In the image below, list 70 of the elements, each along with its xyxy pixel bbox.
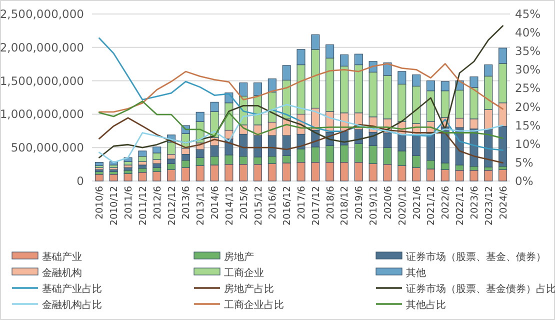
y-tick-label: 500,000,000 [10,140,84,155]
bar [124,173,132,182]
x-tick-label: 2021/12 [426,186,438,226]
y2-tick-label: 30% [515,62,541,77]
y2-tick-label: 0% [515,174,534,188]
x-tick-label: 2019/12 [368,186,380,226]
y2-tick-label: 5% [515,155,534,170]
legend-label: 房地产占比 [224,283,274,295]
x-tick-label: 2020/12 [397,186,408,226]
bar [94,162,104,166]
y2-tick-label: 15% [515,118,541,132]
bar [498,169,508,182]
bar [470,170,478,182]
line-series [98,104,504,164]
legend-label: 其他 [406,267,426,279]
x-tick-label: 2011/6 [124,186,135,220]
legend-label: 金融机构占比 [42,299,102,311]
x-tick-label: 2010/6 [94,186,106,220]
x-tick-label: 2016/6 [268,186,279,220]
bar [109,174,118,182]
y-tick-label: 1,500,000,000 [0,74,84,88]
bar [484,170,493,182]
x-tick-label: 2024/6 [498,186,510,220]
y2-tick-label: 35% [515,44,541,58]
line-series [98,100,504,140]
legend-label: 其他占比 [406,299,446,311]
y-tick-label: 2,500,000,000 [0,7,84,21]
legend-label: 房地产 [224,251,254,263]
x-tick-label: 2015/6 [238,186,250,220]
x-tick-label: 2011/12 [138,186,149,226]
y2-tick-label: 25% [515,81,541,96]
x-tick-label: 2014/12 [224,186,236,226]
x-tick-label: 2015/12 [253,186,264,226]
x-tick-label: 2012/12 [166,186,178,226]
x-tick-label: 2016/12 [282,186,294,226]
legend-label: 金融机构 [42,267,82,279]
line-series [98,63,504,113]
bar [94,174,104,182]
y2-tick-label: 45% [515,7,541,21]
legend-label: 工商企业 [224,267,264,279]
x-tick-label: 2013/12 [196,186,207,226]
bar [124,161,132,166]
x-tick-label: 2022/6 [440,186,452,220]
y2-tick-label: 20% [515,100,541,114]
y2-tick-label: 40% [515,26,541,40]
x-tick-label: 2018/6 [325,186,336,220]
x-tick-label: 2018/12 [340,186,351,226]
x-tick-label: 2014/6 [210,186,222,220]
x-tick-label: 2017/12 [310,186,322,226]
line-series [98,117,504,164]
y-tick-label: 2,000,000,000 [0,40,84,54]
x-tick-label: 2019/6 [354,186,366,220]
bar [138,172,147,182]
x-tick-label: 2013/6 [181,186,192,220]
x-tick-label: 2023/12 [484,186,495,226]
x-tick-label: 2017/6 [296,186,308,220]
x-tick-label: 2012/6 [152,186,164,220]
y-tick-label: 0 [76,174,84,188]
x-tick-label: 2021/6 [412,186,423,220]
legend-label: 证券市场（股票、基金、债券） [406,251,546,263]
y2-tick-label: 10% [515,136,541,151]
x-tick-label: 2020/6 [382,186,394,220]
x-tick-label: 2010/12 [109,186,120,226]
bar [152,171,162,182]
y-tick-label: 1,000,000,000 [0,107,84,122]
legend-label: 基础产业 [42,251,82,263]
x-tick-label: 2023/6 [469,186,480,220]
x-tick-label: 2022/12 [455,186,466,226]
legend-label: 基础产业占比 [42,283,102,295]
legend-label: 工商企业占比 [224,299,284,311]
